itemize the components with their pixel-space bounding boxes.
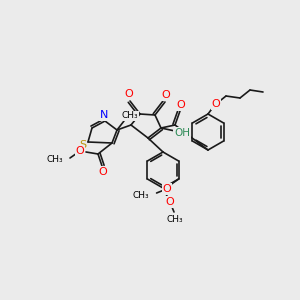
- Text: O: O: [76, 146, 84, 156]
- Text: CH₃: CH₃: [46, 155, 63, 164]
- Text: OH: OH: [174, 128, 190, 138]
- Text: CH₃: CH₃: [122, 112, 138, 121]
- Text: N: N: [100, 110, 108, 120]
- Text: O: O: [162, 90, 170, 100]
- Text: CH₃: CH₃: [167, 215, 183, 224]
- Text: O: O: [166, 197, 174, 207]
- Text: O: O: [177, 100, 185, 110]
- Text: O: O: [124, 89, 134, 99]
- Text: O: O: [99, 167, 107, 177]
- Text: S: S: [80, 140, 87, 150]
- Text: CH₃: CH₃: [133, 191, 150, 200]
- Text: O: O: [162, 184, 171, 194]
- Text: O: O: [212, 99, 220, 109]
